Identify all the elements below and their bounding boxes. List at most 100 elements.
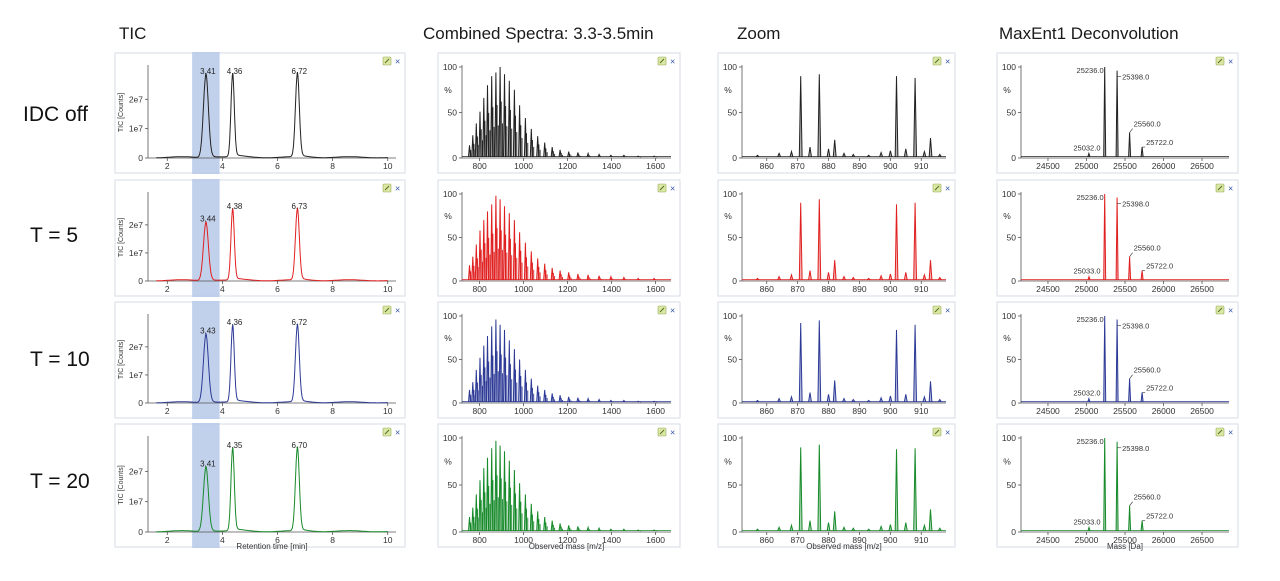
x-tick-label: 2 [165,161,170,171]
y-tick-label: 0 [732,527,737,537]
panel-frame [717,423,956,548]
spectrum-peak [471,135,475,157]
spectrum-peak [622,528,626,531]
spectrum-peak [529,128,533,157]
close-icon[interactable]: × [395,57,400,67]
spectrum-peak [518,232,522,280]
spectrum-peak [913,202,917,280]
row-label-t5: T = 5 [30,224,79,247]
spectrum-peak [636,277,640,281]
column-title-tic: TIC [119,24,147,43]
close-icon[interactable]: × [945,184,950,194]
pin-icon[interactable] [932,183,942,193]
pin-icon[interactable] [657,305,667,315]
x-tick-label: 1600 [646,161,665,171]
pin-icon[interactable] [657,183,667,193]
close-icon[interactable]: × [395,184,400,194]
pin-icon[interactable] [1215,305,1225,315]
y-tick-label: 2e7 [129,342,143,352]
close-icon[interactable]: × [945,57,950,67]
tic-trace [156,207,388,282]
x-tick-label: 10 [383,284,393,294]
y-axis-label: % [444,85,452,95]
spectrum-peak [937,398,942,402]
spectrum-peak [550,267,554,280]
spectrum-peak [755,528,760,531]
spectrum-peak [586,274,590,280]
pin-icon[interactable] [657,56,667,66]
close-icon[interactable]: × [1228,306,1233,316]
pin-icon[interactable] [932,305,942,315]
y-tick-label: 100 [1002,433,1016,443]
close-icon[interactable]: × [945,428,950,438]
label-leader [1129,501,1133,506]
pin-icon[interactable] [657,427,667,437]
spectrum-peak [894,329,899,402]
pin-icon[interactable] [932,427,942,437]
y-axis-label: % [724,211,732,221]
x-tick-label: 880 [821,535,835,545]
spectrum-peak [486,335,489,402]
close-icon[interactable]: × [945,306,950,316]
pin-icon[interactable] [932,56,942,66]
y-axis-label: % [724,85,732,95]
close-icon[interactable]: × [670,57,675,67]
x-tick-label: 860 [760,161,774,171]
pin-icon[interactable] [382,305,392,315]
pin-icon[interactable] [382,56,392,66]
zoom-panel-row-3: 860 870 880 890 900 910 0 50 100% Observed mass [… [717,423,956,551]
pin-icon[interactable] [1215,183,1225,193]
close-icon[interactable]: × [395,428,400,438]
y-tick-label: 100 [1002,189,1016,199]
spectrum-peak [937,276,942,280]
mass-peak-label: 25398.0 [1122,321,1149,330]
spectrum-peak [832,380,837,402]
tic-peak-label: 4.36 [227,318,243,327]
close-icon[interactable]: × [1228,428,1233,438]
y-axis-label: % [724,457,732,467]
spectrum-peak [851,276,856,280]
pin-icon[interactable] [1215,427,1225,437]
y-tick-label: 50 [448,480,458,490]
close-icon[interactable]: × [670,428,675,438]
pin-icon[interactable] [382,183,392,193]
close-icon[interactable]: × [1228,184,1233,194]
y-axis-label: TIC [Counts] [118,93,125,132]
close-icon[interactable]: × [395,306,400,316]
spectrum-peak [498,199,502,280]
x-tick-label: 1600 [646,406,665,416]
spectrum-peak [913,324,917,402]
close-icon[interactable]: × [670,184,675,194]
panel-frame [114,179,406,297]
x-tick-label: 870 [791,406,805,416]
x-tick-label: 1000 [514,284,533,294]
spectrum-peak [879,274,883,280]
mass-peak-label: 25722.0 [1146,512,1173,521]
y-tick-label: 0 [732,276,737,286]
row-label-t20: T = 20 [30,470,90,493]
x-tick-label: 2 [165,535,170,545]
y-tick-label: 50 [448,233,458,243]
spectrum-peak [567,272,571,280]
spectrum-peak [652,529,656,532]
panel-frame [114,301,406,419]
tic-peak-label: 6.72 [292,318,308,327]
spectrum-peak [498,445,502,531]
pin-icon[interactable] [382,427,392,437]
y-axis-label: % [444,457,452,467]
panel-frame [114,52,406,174]
combined-panel-row-1: 800 1000 1200 1400 1600 0 50 100% × [437,179,681,297]
y-tick-label: 50 [728,355,738,365]
x-tick-label: 25500 [1113,406,1137,416]
spectrum-peak [652,277,656,281]
label-leader [1129,252,1133,257]
spectrum-peak [1140,392,1144,402]
x-tick-label: 1200 [558,406,577,416]
spectrum-peak [482,345,486,402]
pin-icon[interactable] [1215,56,1225,66]
y-tick-label: 1e7 [129,370,143,380]
zoom-panel-row-1: 860 870 880 890 900 910 0 50 100% × [717,179,956,297]
close-icon[interactable]: × [1228,57,1233,67]
close-icon[interactable]: × [670,306,675,316]
x-tick-label: 1600 [646,284,665,294]
